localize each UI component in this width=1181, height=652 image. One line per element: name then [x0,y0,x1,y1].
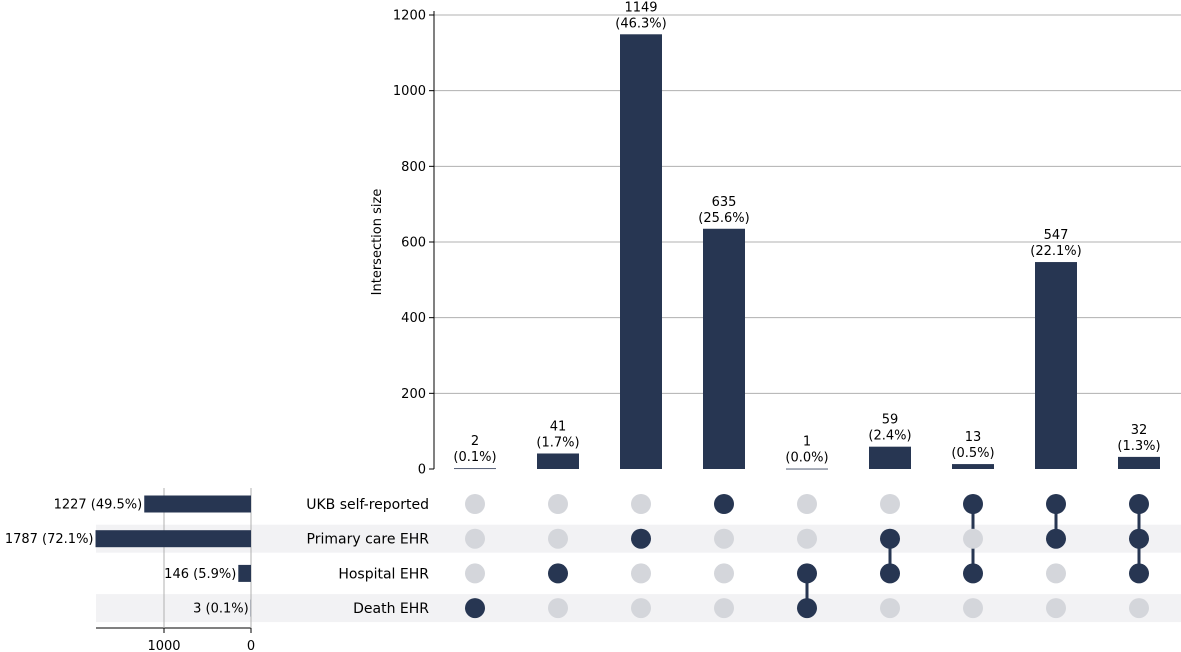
set-name-label: UKB self-reported [306,497,429,513]
bar-count-label: 635 [712,195,737,210]
bar-percent-label: (1.7%) [536,435,579,450]
intersection-bar [537,453,579,469]
membership-dot-inactive [465,528,485,549]
bar-count-label: 547 [1044,228,1069,243]
membership-dot-active [1129,494,1149,514]
membership-dot-inactive [631,494,651,514]
gridlines [434,14,1181,394]
set-size-bars: 1227 (49.5%) 1787 (72.1%) 146 (5.9%) 3 (0.1… [5,495,251,617]
membership-dot-active [465,598,485,619]
bar-count-label: 32 [1131,423,1148,438]
membership-dot-active [1046,494,1066,514]
membership-dot-inactive [1129,598,1149,619]
intersection-bar [869,446,911,469]
bar-percent-label: (0.0%) [785,451,828,466]
membership-matrix [465,494,1149,619]
membership-dot-active [797,598,817,619]
membership-dot-inactive [631,598,651,619]
y-tick-label: 1000 [393,84,426,99]
intersection-bar [454,468,496,470]
intersection-bars [454,34,1160,470]
bar-percent-label: (2.4%) [868,429,911,444]
membership-dot-inactive [548,598,568,619]
membership-dot-inactive [714,528,734,549]
bar-percent-label: (0.5%) [951,446,994,461]
membership-dot-active [1129,528,1149,549]
membership-dot-inactive [1046,598,1066,619]
intersection-bar [1118,456,1160,469]
bar-percent-label: (22.1%) [1030,244,1081,259]
membership-dot-inactive [880,494,900,514]
membership-dot-active [1046,528,1066,549]
set-axis-tick-label: 1000 [147,639,180,652]
set-labels: UKB self-reported Primary care EHR Hospita… [306,497,429,617]
set-size-bar [238,564,251,582]
membership-dot-inactive [548,494,568,514]
membership-dot-active [631,528,651,549]
y-tick-label: 200 [401,387,426,402]
bar-count-label: 59 [882,413,899,428]
bar-count-label: 1 [803,435,811,450]
membership-dot-inactive [797,494,817,514]
membership-dot-active [548,563,568,584]
y-tick-label: 400 [401,311,426,326]
membership-dot-active [1129,563,1149,584]
membership-dot-active [880,563,900,584]
y-axis-title: Intersection size [370,189,385,296]
membership-dot-inactive [963,598,983,619]
set-size-label: 3 (0.1%) [193,602,249,617]
set-size-bar [144,495,251,513]
membership-dot-active [963,563,983,584]
intersection-bar [786,468,828,470]
intersection-bar [703,228,745,469]
intersection-bar [620,34,662,470]
bar-percent-label: (0.1%) [453,450,496,465]
membership-dot-inactive [548,528,568,549]
y-axis: 0 200 400 600 800 1000 1200 [393,9,435,478]
bar-percent-label: (1.3%) [1117,439,1160,454]
bar-count-label: 41 [550,419,567,434]
membership-dot-active [880,528,900,549]
set-size-label: 1787 (72.1%) [5,532,94,547]
membership-dot-inactive [631,563,651,584]
y-tick-label: 0 [418,463,426,478]
membership-dot-inactive [465,563,485,584]
y-tick-label: 1200 [393,9,426,24]
set-size-label: 1227 (49.5%) [54,498,143,513]
bar-percent-label: (46.3%) [615,16,666,31]
membership-dot-inactive [714,563,734,584]
intersection-bar [952,464,994,469]
set-size-bar [95,530,251,548]
membership-dot-inactive [1046,563,1066,584]
y-tick-label: 600 [401,236,426,251]
intersection-bar-labels: 2(0.1%)41(1.7%)1149(46.3%)635(25.6%)1(0.… [453,0,1160,465]
bar-count-label: 13 [965,430,982,445]
membership-dot-inactive [880,598,900,619]
y-tick-label: 800 [401,160,426,175]
bar-count-label: 1149 [624,0,657,15]
set-name-label: Primary care EHR [307,532,430,548]
membership-dot-inactive [797,528,817,549]
set-name-label: Hospital EHR [338,566,429,582]
bar-count-label: 2 [471,434,479,449]
membership-dot-inactive [963,528,983,549]
set-axis-tick-label: 0 [247,639,255,652]
membership-dot-inactive [714,598,734,619]
bar-percent-label: (25.6%) [698,211,749,226]
set-size-label: 146 (5.9%) [164,567,236,582]
membership-dot-active [963,494,983,514]
membership-dot-active [797,563,817,584]
set-name-label: Death EHR [353,601,429,617]
intersection-bar [1035,262,1077,469]
membership-dot-active [714,494,734,514]
membership-dot-inactive [465,494,485,514]
